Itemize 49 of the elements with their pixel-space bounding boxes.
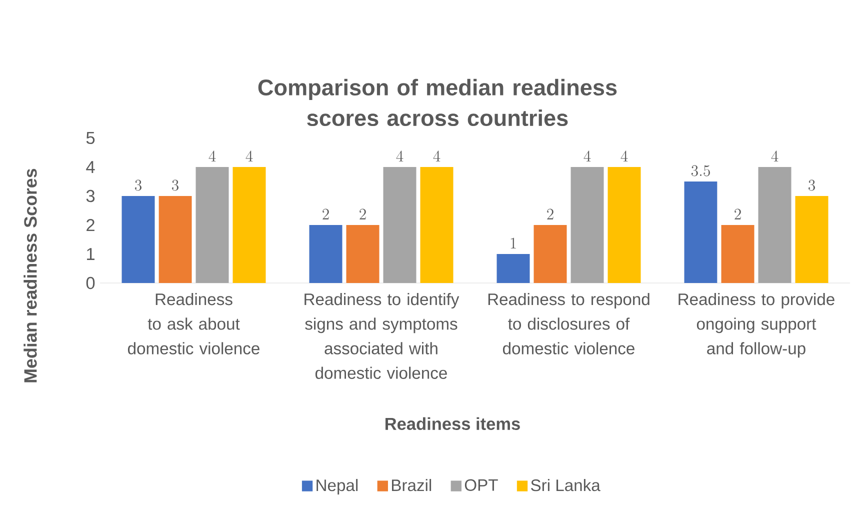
x-tick-label: Readiness to ask about domestic violence (128, 293, 260, 354)
bar (684, 182, 718, 283)
y-axis-title: Median readiness Scores (24, 168, 37, 382)
x-axis-title: Readiness items (386, 417, 520, 430)
legend-label: OPT (464, 479, 498, 491)
data-label: 2 (547, 208, 554, 220)
bar (534, 225, 567, 283)
bar (570, 167, 604, 283)
y-tick-label: 3 (86, 190, 95, 202)
bar (346, 225, 380, 283)
data-label: 2 (360, 208, 366, 220)
data-label: 4 (771, 150, 778, 162)
bar (795, 196, 828, 283)
data-label: 3 (134, 180, 142, 191)
bar (721, 225, 754, 283)
data-label: 4 (208, 150, 216, 162)
x-tick-label: Readiness to identify signs and symptoms associated with domestic violence (304, 293, 460, 379)
data-label: 3.5 (691, 165, 710, 176)
x-tick-label: Readiness to respond to disclosures of domestic violence (488, 293, 650, 354)
y-tick-label: 5 (86, 132, 95, 144)
y-tick-label: 1 (87, 248, 94, 260)
data-label: 4 (396, 150, 404, 162)
data-label: 4 (433, 150, 440, 162)
y-tick-label: 4 (86, 161, 95, 173)
x-tick-label: Readiness to provide ongoing support and follow-up (678, 293, 834, 358)
legend-label: Brazil (392, 478, 432, 492)
bar (758, 167, 792, 283)
bar (196, 167, 229, 283)
bar (158, 196, 192, 283)
bar (496, 254, 530, 283)
data-label: 1 (510, 238, 516, 248)
data-label: 2 (734, 208, 741, 220)
bar (122, 196, 155, 283)
chart-title: Comparison of median readiness scores across countries (258, 78, 617, 126)
data-label: 2 (322, 208, 329, 220)
data-label: 3 (808, 180, 815, 191)
y-tick-label: 0 (86, 276, 95, 290)
bar (232, 167, 266, 283)
y-tick-label: 2 (86, 218, 94, 232)
bar (309, 225, 342, 283)
data-label: 4 (584, 150, 591, 162)
data-label: 3 (172, 180, 178, 191)
bar (420, 167, 454, 283)
bar (383, 167, 416, 283)
data-label: 4 (246, 150, 253, 162)
legend-label: Sri Lanka (531, 478, 600, 492)
bar (608, 167, 641, 283)
legend-label: Nepal (316, 478, 358, 494)
data-label: 4 (620, 150, 628, 162)
